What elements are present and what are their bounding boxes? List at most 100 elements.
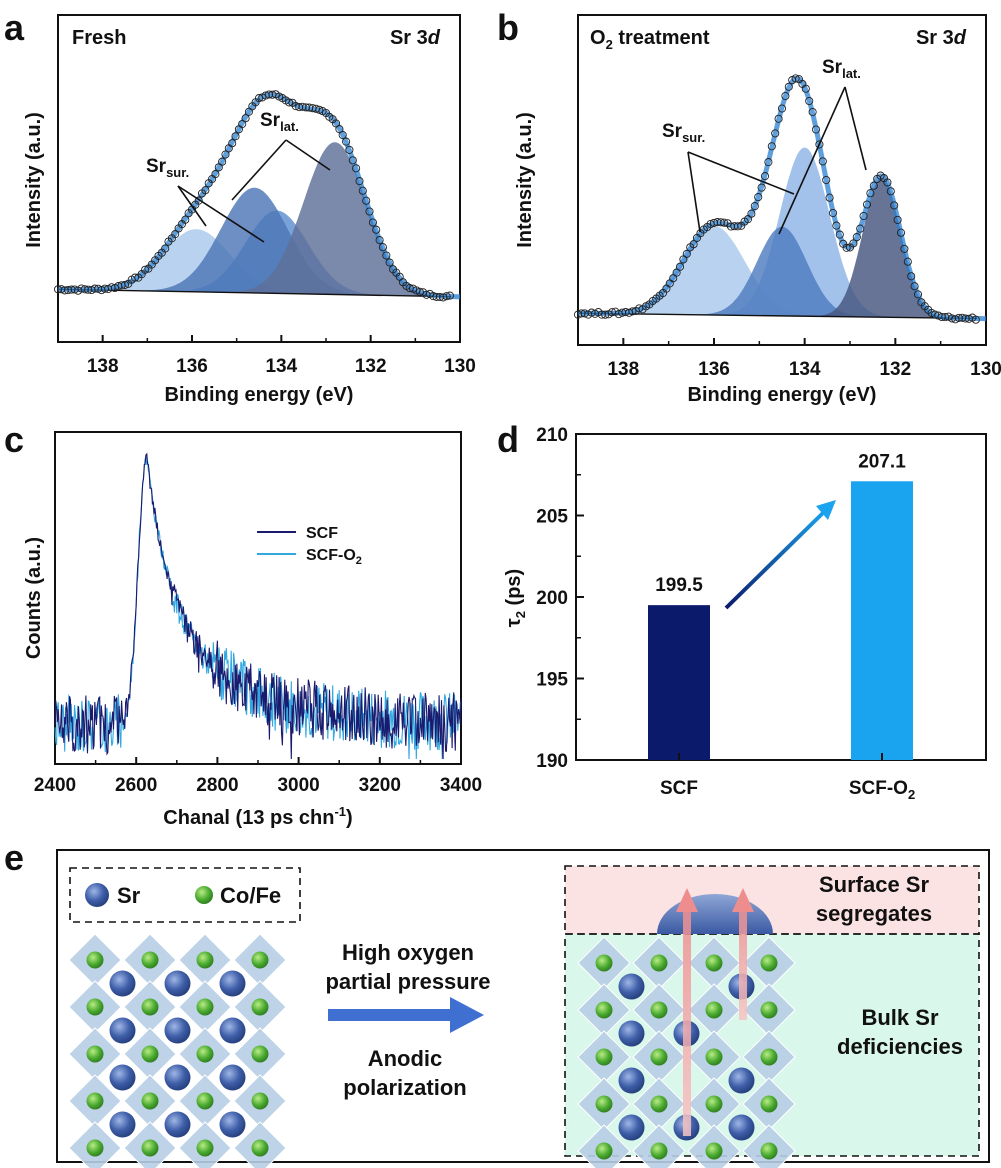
- panel-letter-b: b: [497, 7, 519, 48]
- panel-b-annotation-sr-lat: Srlat.: [822, 57, 861, 81]
- cofe-atom-icon: [196, 951, 214, 969]
- background-baseline: [57, 288, 452, 298]
- sr-atom-icon: [85, 883, 109, 907]
- x-tick-label-130: 130: [444, 356, 476, 377]
- cofe-atom-icon: [86, 1139, 104, 1157]
- data-point: [628, 307, 637, 316]
- x-tick-label-2400: 2400: [34, 775, 76, 796]
- sr-atom-icon: [109, 1017, 136, 1044]
- panel-d-trend-arrowhead: [816, 500, 836, 520]
- data-point: [720, 218, 729, 227]
- data-point: [382, 251, 391, 260]
- sr-atom-icon: [618, 1067, 645, 1094]
- cofe-atom-icon: [650, 1048, 668, 1066]
- panel-d-plot-frame: [575, 433, 987, 761]
- sr-atom-icon: [219, 1064, 246, 1091]
- data-point: [859, 211, 868, 221]
- data-point: [818, 157, 827, 166]
- y-tick-label-210: 210: [536, 425, 568, 446]
- data-point: [835, 230, 844, 239]
- data-point: [689, 240, 698, 249]
- bulk-label-line1: Bulk Sr: [861, 1005, 938, 1030]
- lattice-right: [577, 936, 796, 1168]
- panel-b-x-axis-label: Binding energy (eV): [688, 384, 877, 406]
- data-point: [194, 196, 203, 205]
- data-point: [120, 280, 130, 289]
- data-point: [822, 175, 831, 185]
- data-point: [362, 196, 371, 205]
- x-category-label-1: SCF: [660, 778, 698, 799]
- panel-letter-d: d: [497, 419, 519, 460]
- x-tick-label-136: 136: [698, 359, 730, 380]
- data-point: [808, 107, 817, 117]
- data-point: [896, 228, 906, 237]
- panel-d-bar-chart: 199.5 SCF 207.1 SCF-O2 190 195 200 205 210 τ2 (p…: [503, 425, 987, 802]
- sr-atom-icon: [728, 1067, 755, 1094]
- cofe-atom-icon: [705, 1048, 723, 1066]
- panel-b-annotation-leaders: [687, 86, 867, 235]
- panel-a-annotation-sr-lat: Srlat.: [260, 110, 299, 134]
- sr-migration-arrows: [676, 888, 754, 1136]
- panel-a-annotation-sr-sur: Srsur.: [146, 156, 189, 180]
- experimental-points: [573, 74, 980, 324]
- y-tick-label-195: 195: [536, 670, 568, 691]
- y-tick-label-190: 190: [536, 751, 568, 772]
- cofe-atom-icon: [760, 1048, 778, 1066]
- cofe-atom-icon: [595, 1095, 613, 1113]
- panel-letter-e: e: [4, 837, 24, 878]
- data-point: [815, 140, 824, 149]
- panel-a-xps-chart: 138 136 134 132 130 Fresh Sr 3d Srsur. Srlat…: [23, 14, 476, 406]
- cofe-atom-icon: [760, 1142, 778, 1160]
- cofe-atom-icon: [705, 1095, 723, 1113]
- x-tick-label-136: 136: [176, 356, 208, 377]
- data-point: [801, 84, 810, 93]
- data-point: [866, 189, 875, 198]
- sr-atom-icon: [109, 970, 136, 997]
- bar-value-label-2: 207.1: [858, 451, 906, 472]
- surface-region: [565, 866, 979, 934]
- data-point: [733, 222, 742, 231]
- cofe-atom-icon: [705, 1142, 723, 1160]
- cofe-atom-icon: [650, 1001, 668, 1019]
- data-point: [805, 96, 814, 106]
- x-tick-label-2600: 2600: [115, 775, 157, 796]
- cofe-atom-icon: [251, 1045, 269, 1063]
- data-point: [368, 218, 377, 227]
- bar-scf-o: [851, 481, 913, 760]
- cofe-atom-icon: [141, 998, 159, 1016]
- cofe-atom-icon: [195, 886, 213, 904]
- data-point: [893, 215, 902, 224]
- cofe-atom-icon: [86, 1092, 104, 1110]
- cofe-atom-icon: [595, 1001, 613, 1019]
- data-point: [63, 286, 73, 295]
- x-tick-label-3200: 3200: [359, 775, 401, 796]
- data-point: [264, 90, 274, 99]
- cofe-atom-icon: [196, 1045, 214, 1063]
- data-point: [903, 257, 912, 266]
- panel-a-y-axis-label: Intensity (a.u.): [23, 112, 45, 248]
- data-point: [774, 114, 783, 123]
- cofe-atom-icon: [196, 1092, 214, 1110]
- sr-atom-icon: [164, 1111, 191, 1138]
- x-tick-label-2800: 2800: [196, 775, 238, 796]
- y-tick-label-200: 200: [536, 588, 568, 609]
- data-point: [825, 193, 834, 202]
- legend-label-scf: SCF: [306, 525, 338, 542]
- series-line-scf-o2: [54, 456, 462, 760]
- data-point: [971, 315, 980, 324]
- y-tick-label-205: 205: [536, 507, 568, 528]
- data-point: [342, 137, 351, 146]
- data-point: [811, 125, 821, 134]
- data-point: [842, 243, 851, 252]
- process-text-line3: Anodic: [368, 1046, 443, 1071]
- data-point: [348, 156, 357, 165]
- data-point: [754, 193, 763, 202]
- panel-b-title-left: O2 treatment: [590, 27, 710, 52]
- cofe-atom-icon: [251, 951, 269, 969]
- data-point: [856, 224, 865, 233]
- data-point: [777, 104, 787, 113]
- bar-value-label-1: 199.5: [655, 575, 703, 596]
- data-point: [883, 178, 892, 187]
- panel-letter-c: c: [4, 419, 24, 460]
- panel-d-trend-arrow: [724, 508, 828, 610]
